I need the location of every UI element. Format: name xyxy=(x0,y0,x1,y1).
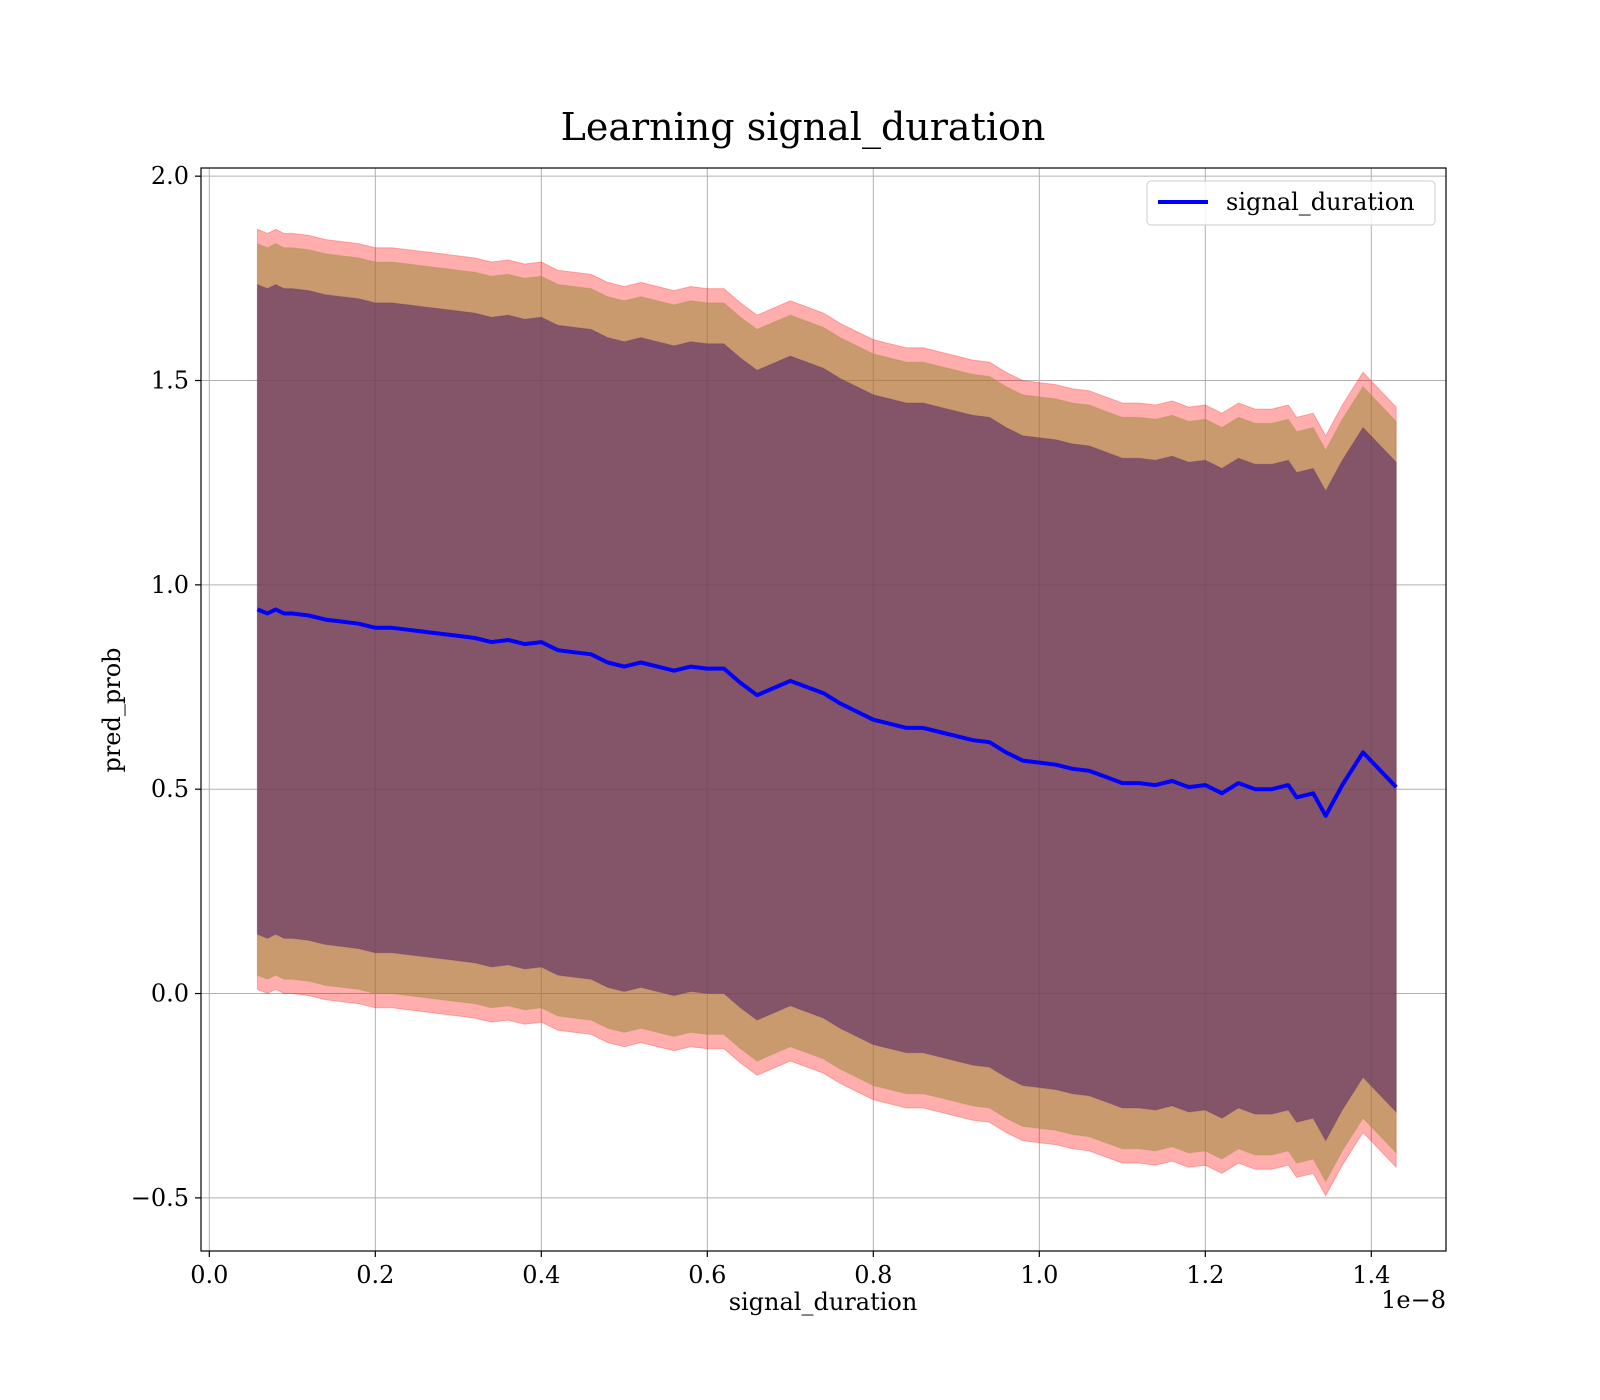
confidence-bands xyxy=(256,228,1397,1197)
y-tick-label: 2.0 xyxy=(151,162,189,190)
y-axis-label: pred_prob xyxy=(98,647,126,772)
x-tick-label: 0.6 xyxy=(688,1261,726,1289)
y-tick-label: 1.0 xyxy=(151,571,189,599)
plot-area xyxy=(200,167,1447,1252)
plot-frame xyxy=(200,167,1447,1252)
x-axis-label: signal_duration xyxy=(729,1288,918,1316)
x-axis-ticks: 0.0 0.2 0.4 0.6 0.8 1.0 1.2 1.4 xyxy=(190,1251,1390,1289)
x-tick-label: 0.2 xyxy=(356,1261,394,1289)
series-lines xyxy=(256,607,1398,818)
legend-label-signal-duration: signal_duration xyxy=(1226,188,1415,216)
x-tick-label: 1.4 xyxy=(1352,1261,1390,1289)
legend-box xyxy=(1146,180,1436,226)
x-tick-label: 1.0 xyxy=(1020,1261,1058,1289)
y-tick-label: 0.0 xyxy=(151,980,189,1008)
chart-title: Learning signal_duration xyxy=(561,105,1046,150)
y-tick-label: 1.5 xyxy=(151,367,189,395)
x-axis-offset-label: 1e−8 xyxy=(1381,1286,1446,1314)
legend: signal_duration xyxy=(1146,180,1436,226)
y-tick-label: 0.5 xyxy=(151,775,189,803)
y-tick-label: −0.5 xyxy=(131,1184,189,1212)
x-tick-label: 0.8 xyxy=(854,1261,892,1289)
x-tick-label: 0.4 xyxy=(522,1261,560,1289)
x-tick-label: 1.2 xyxy=(1186,1261,1224,1289)
inner-confidence-band xyxy=(256,283,1397,1142)
x-tick-label: 0.0 xyxy=(190,1261,228,1289)
series-line-signal-duration xyxy=(256,607,1398,818)
y-axis-ticks: −0.5 0.0 0.5 1.0 1.5 2.0 xyxy=(131,162,201,1212)
